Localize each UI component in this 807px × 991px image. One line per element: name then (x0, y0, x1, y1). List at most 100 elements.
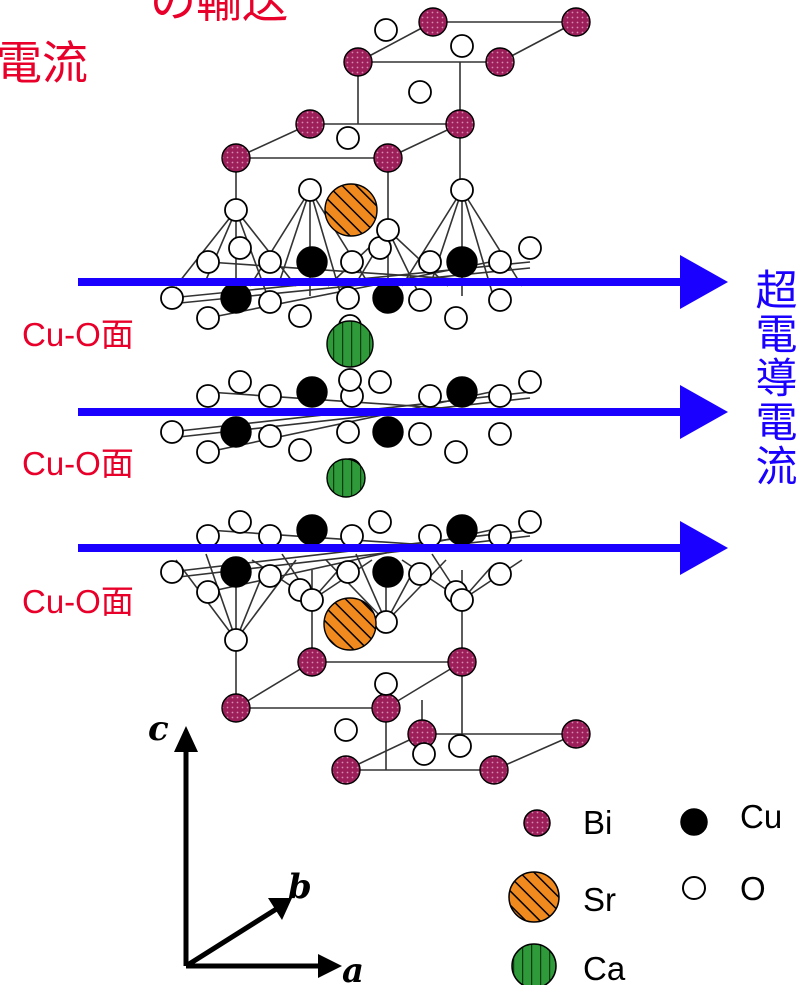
bond-lines (169, 21, 577, 771)
o-atom (258, 250, 282, 274)
o-atom (160, 286, 184, 310)
bi-atom (371, 693, 401, 723)
axis-b-arrowhead (268, 898, 292, 920)
bi-atom (373, 143, 403, 173)
cu-atom (372, 416, 404, 448)
bi-atom (447, 647, 477, 677)
o-atom (334, 718, 358, 742)
o-atom (408, 288, 432, 312)
bond-line (461, 189, 493, 293)
o-atom (224, 198, 248, 222)
axis-b-label: b (288, 867, 312, 907)
o-atom (338, 368, 362, 392)
o-atom (488, 422, 512, 446)
o-atom (418, 524, 442, 548)
o-atom (160, 420, 184, 444)
bond-line (401, 189, 463, 287)
o-atom (488, 288, 512, 312)
axis-system (174, 726, 342, 978)
o-atom (224, 628, 248, 652)
bi-atom (418, 7, 448, 37)
cu-atom (372, 556, 404, 588)
o-atom (518, 236, 542, 260)
o-atom (160, 560, 184, 584)
bi-atom (445, 109, 475, 139)
ca-atom (326, 458, 366, 498)
bi-atom (485, 47, 515, 77)
bond-line (325, 559, 387, 623)
o-atom (196, 440, 220, 464)
title-line-2: 電流 (0, 36, 88, 90)
cu-atom (220, 556, 252, 588)
bond-line (461, 189, 523, 287)
axis-b-line (184, 905, 280, 969)
o-atom (196, 524, 220, 548)
legend-label-ca: Ca (583, 950, 626, 987)
o-atom (258, 290, 282, 314)
bond-line (249, 189, 311, 287)
o-atom (258, 384, 282, 408)
o-atom (448, 734, 472, 758)
bi-atom (221, 693, 251, 723)
atoms (160, 7, 591, 785)
bond-line (205, 553, 237, 641)
supercurrent-arrow-head-1 (680, 255, 728, 309)
sr-atom (323, 597, 377, 651)
legend-label-o: O (740, 870, 766, 907)
o-atom (488, 384, 512, 408)
cu-atom (372, 282, 404, 314)
o-atom (368, 510, 392, 534)
o-atom (450, 588, 474, 612)
legend-ca-icon (511, 943, 557, 985)
cu-atom (296, 514, 328, 546)
cu-atom (296, 246, 328, 278)
cu-atom (220, 416, 252, 448)
o-atom (374, 610, 398, 634)
o-atom (336, 126, 360, 150)
cu-atom (296, 376, 328, 408)
bond-line (235, 661, 313, 709)
cu-atom (446, 376, 478, 408)
o-atom (336, 286, 360, 310)
supercurrent-arrow-head-2 (680, 385, 728, 439)
bond-line (309, 189, 341, 293)
o-atom (374, 18, 398, 42)
cu-atom (220, 282, 252, 314)
o-atom (340, 524, 364, 548)
legend-icons (508, 808, 708, 985)
title-line-1: の輸送 (150, 0, 288, 28)
axis-c-label: c (148, 709, 169, 749)
cu-o-plane-label-3: Cu-O面 (22, 583, 134, 620)
o-atom (444, 306, 468, 330)
o-atom (376, 218, 400, 242)
bi-atom (343, 47, 373, 77)
axis-c-arrowhead (174, 726, 198, 752)
cu-atom (446, 246, 478, 278)
o-atom (196, 306, 220, 330)
supercurrent-label: 超電導電流 (749, 268, 798, 488)
bi-atom (479, 755, 509, 785)
o-atom (418, 384, 442, 408)
o-atom (518, 510, 542, 534)
axis-a-arrowhead (318, 954, 342, 978)
legend-cu-icon (680, 808, 708, 836)
legend-bi-icon (523, 809, 551, 837)
legend-o-icon (682, 876, 706, 900)
o-atom (488, 524, 512, 548)
cu-o-plane-label-1: Cu-O面 (22, 316, 134, 353)
o-atom (228, 370, 252, 394)
o-atom (228, 236, 252, 260)
ca-atom (326, 320, 374, 368)
o-atom (258, 524, 282, 548)
o-atom (408, 80, 432, 104)
bond-line (235, 559, 297, 641)
legend-label-bi: Bi (583, 804, 613, 841)
cu-atom (446, 514, 478, 546)
bi-atom (297, 647, 327, 677)
o-atom (288, 438, 312, 462)
o-atom (488, 562, 512, 586)
o-atom (300, 588, 324, 612)
bond-line (387, 229, 449, 287)
